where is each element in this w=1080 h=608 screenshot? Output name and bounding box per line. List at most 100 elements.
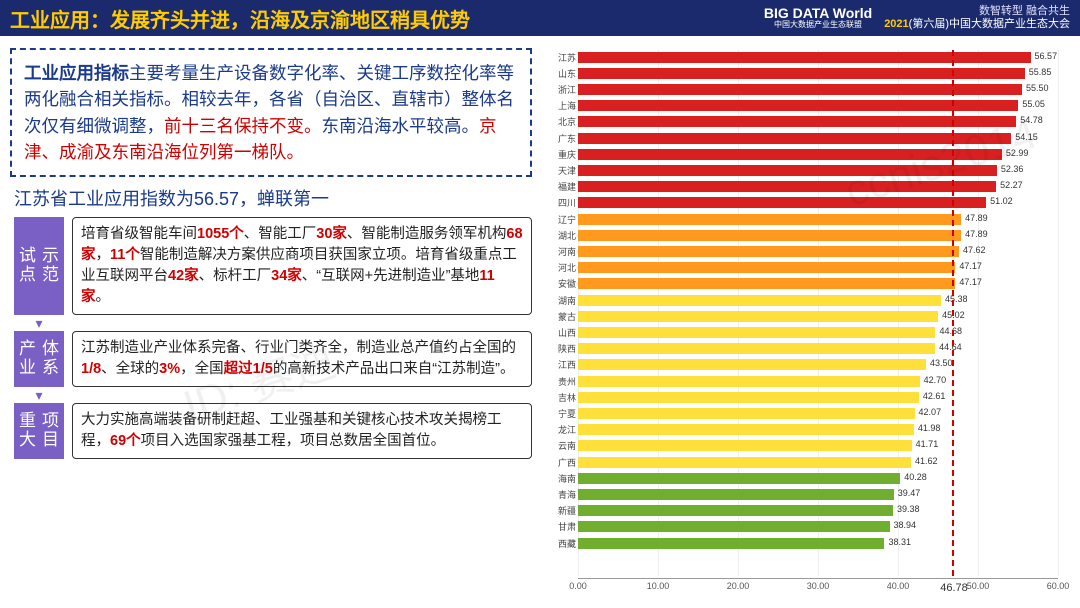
bar-label: 山西 [542,326,576,339]
bar-label: 天津 [542,164,576,177]
card-body: 培育省级智能车间1055个、智能工厂30家、智能制造服务领军机构68家，11个智… [72,217,532,315]
bar-value: 41.62 [915,456,938,466]
bar-value: 47.89 [965,229,988,239]
bar-row: 天津52.36 [578,163,1058,177]
bar-row: 湖北47.89 [578,228,1058,242]
bar-row: 宁夏42.07 [578,406,1058,420]
bar: 52.36 [578,165,997,176]
x-tick: 60.00 [1047,581,1070,591]
bar-chart: 江苏56.57山东55.85浙江55.50上海55.05北京54.78广东54.… [540,48,1070,598]
bar-label: 辽宁 [542,213,576,226]
card-row: 重大项目大力实施高端装备研制赶超、工业强基和关键核心技术攻关揭榜工程，69个项目… [14,403,532,459]
bar-label: 江苏 [542,51,576,64]
bar-value: 51.02 [990,196,1013,206]
bar-label: 福建 [542,180,576,193]
logo: BIG DATA World 中国大数据产业生态联盟 [764,6,872,30]
bar: 47.62 [578,246,959,257]
conf-line2: 2021(第六届)中国大数据产业生态大会 [884,18,1070,31]
bar-label: 西藏 [542,537,576,550]
bar: 41.71 [578,440,912,451]
bar-value: 44.64 [939,342,962,352]
bar-value: 54.78 [1020,115,1043,125]
bar-value: 55.05 [1022,99,1045,109]
bar-row: 四川51.02 [578,196,1058,210]
desc-p1b: 东南沿海水平较高。 [322,116,480,136]
bar-value: 38.31 [888,537,911,547]
bar-row: 海南40.28 [578,471,1058,485]
bar-row: 河北47.17 [578,261,1058,275]
bar-label: 四川 [542,196,576,209]
bar-label: 云南 [542,439,576,452]
bar-value: 56.57 [1035,51,1058,61]
bar-value: 42.07 [919,407,942,417]
bar-value: 47.17 [959,277,982,287]
bar-label: 新疆 [542,504,576,517]
bar: 41.98 [578,424,914,435]
bar-row: 安徽47.17 [578,277,1058,291]
bar-value: 54.15 [1015,132,1038,142]
bar: 41.62 [578,457,911,468]
logo-line2: 中国大数据产业生态联盟 [764,21,872,30]
bar: 43.50 [578,359,926,370]
conference-info: 数智转型 融合共生 2021(第六届)中国大数据产业生态大会 [884,5,1070,31]
down-arrow-icon: ▾ [14,391,64,399]
bar-label: 北京 [542,115,576,128]
bar-row: 湖南45.38 [578,293,1058,307]
bar-label: 安徽 [542,277,576,290]
bar-row: 上海55.05 [578,99,1058,113]
bar-value: 52.27 [1000,180,1023,190]
bar-value: 42.61 [923,391,946,401]
bar: 45.02 [578,311,938,322]
card-row: 试点示范培育省级智能车间1055个、智能工厂30家、智能制造服务领军机构68家，… [14,217,532,315]
bar-value: 41.71 [916,439,939,449]
page-title: 工业应用：发展齐头并进，沿海及京渝地区稍具优势 [10,4,470,33]
bar-value: 52.99 [1006,148,1029,158]
bar-label: 青海 [542,488,576,501]
x-tick: 10.00 [647,581,670,591]
bar: 38.31 [578,538,884,549]
bar-label: 湖南 [542,294,576,307]
bar-row: 广西41.62 [578,455,1058,469]
bar: 38.94 [578,521,890,532]
bar-row: 北京54.78 [578,115,1058,129]
bar: 56.57 [578,52,1031,63]
bar-value: 39.38 [897,504,920,514]
bar-label: 宁夏 [542,407,576,420]
bar: 42.61 [578,392,919,403]
bar: 44.64 [578,343,935,354]
bar-label: 龙江 [542,423,576,436]
bar-value: 47.17 [959,261,982,271]
bar-value: 40.28 [904,472,927,482]
card-body: 大力实施高端装备研制赶超、工业强基和关键核心技术攻关揭榜工程，69个项目入选国家… [72,403,532,459]
left-column: 工业应用指标主要考量生产设备数字化率、关键工序数控化率等两化融合相关指标。相较去… [10,48,532,598]
bar-row: 广东54.15 [578,131,1058,145]
bar: 51.02 [578,197,986,208]
chart-plot: 江苏56.57山东55.85浙江55.50上海55.05北京54.78广东54.… [578,50,1058,576]
bar: 55.85 [578,68,1025,79]
bar: 47.17 [578,278,955,289]
description-box: 工业应用指标主要考量生产设备数字化率、关键工序数控化率等两化融合相关指标。相较去… [10,48,532,177]
bar: 52.27 [578,181,996,192]
conf-line1: 数智转型 融合共生 [884,5,1070,18]
bar-value: 43.50 [930,358,953,368]
bar-value: 52.36 [1001,164,1024,174]
bar-row: 河南47.62 [578,244,1058,258]
bar-label: 甘肃 [542,520,576,533]
bar-row: 山东55.85 [578,66,1058,80]
bar-label: 浙江 [542,83,576,96]
bar-row: 新疆39.38 [578,504,1058,518]
bar: 40.28 [578,473,900,484]
bar-row: 陕西44.64 [578,342,1058,356]
bar-value: 42.70 [924,375,947,385]
bar-row: 辽宁47.89 [578,212,1058,226]
right-column: 江苏56.57山东55.85浙江55.50上海55.05北京54.78广东54.… [540,48,1070,598]
bar-label: 海南 [542,472,576,485]
bar-row: 蒙古45.02 [578,309,1058,323]
bar-row: 福建52.27 [578,180,1058,194]
x-tick: 30.00 [807,581,830,591]
card-label: 试点示范 [14,217,64,315]
bar-row: 云南41.71 [578,439,1058,453]
bar-value: 55.85 [1029,67,1052,77]
bar-label: 上海 [542,99,576,112]
avg-line: 46.78 [952,50,954,576]
